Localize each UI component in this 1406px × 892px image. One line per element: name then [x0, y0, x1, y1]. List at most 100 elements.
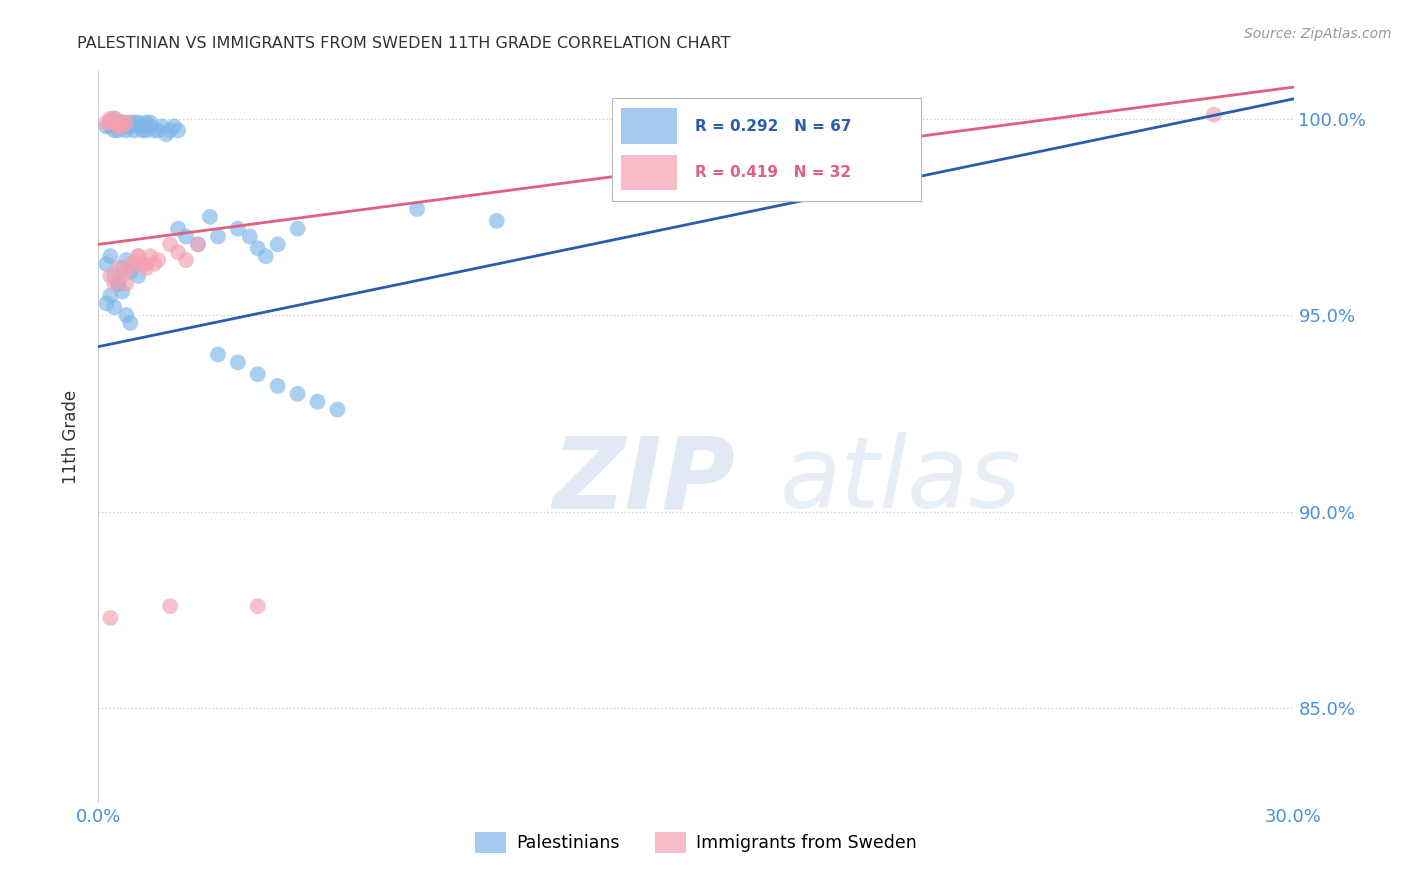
Text: atlas: atlas: [779, 433, 1021, 530]
Point: [124, 115, 146, 129]
Point: [98, 249, 122, 263]
Point: [167, 123, 190, 137]
Point: [148, 123, 170, 137]
Point: [131, 257, 153, 271]
Text: R = 0.419   N = 32: R = 0.419 N = 32: [695, 165, 851, 180]
Point: [124, 123, 146, 137]
Point: [1202, 107, 1225, 121]
Point: [107, 115, 129, 129]
Point: [124, 257, 146, 271]
Point: [307, 394, 329, 409]
Point: [135, 123, 157, 137]
Point: [287, 387, 309, 401]
Point: [96, 296, 118, 310]
Point: [103, 112, 125, 126]
Point: [207, 347, 229, 361]
Point: [159, 123, 181, 137]
Point: [107, 277, 129, 291]
Y-axis label: 11th Grade: 11th Grade: [62, 390, 80, 484]
Point: [131, 120, 153, 134]
Point: [150, 120, 173, 134]
Point: [267, 379, 290, 393]
Point: [139, 120, 162, 134]
Point: [111, 285, 134, 299]
Point: [287, 221, 309, 235]
Point: [120, 265, 142, 279]
Point: [98, 268, 122, 283]
Point: [239, 229, 262, 244]
Point: [246, 367, 269, 381]
Point: [127, 115, 149, 129]
Point: [111, 115, 134, 129]
Point: [198, 210, 221, 224]
Point: [107, 277, 129, 291]
Point: [254, 249, 277, 263]
Point: [187, 237, 209, 252]
Point: [115, 277, 138, 291]
Point: [246, 599, 269, 614]
Point: [127, 249, 149, 263]
Text: ZIP: ZIP: [553, 433, 735, 530]
Point: [139, 115, 162, 129]
Point: [98, 611, 122, 625]
Point: [111, 260, 134, 275]
Point: [267, 237, 290, 252]
Point: [115, 120, 138, 134]
Point: [98, 288, 122, 302]
Point: [246, 241, 269, 255]
Point: [103, 123, 125, 137]
Point: [326, 402, 349, 417]
Bar: [621, 154, 676, 190]
Point: [143, 257, 166, 271]
Point: [135, 260, 157, 275]
Point: [103, 115, 125, 129]
Point: [120, 260, 142, 275]
Point: [159, 599, 181, 614]
Point: [135, 257, 157, 271]
Text: Source: ZipAtlas.com: Source: ZipAtlas.com: [1244, 27, 1392, 41]
Point: [148, 253, 170, 268]
Point: [207, 229, 229, 244]
Point: [155, 128, 177, 142]
Point: [159, 237, 181, 252]
Point: [103, 268, 125, 283]
Point: [98, 115, 122, 129]
Point: [103, 112, 125, 126]
Text: PALESTINIAN VS IMMIGRANTS FROM SWEDEN 11TH GRADE CORRELATION CHART: PALESTINIAN VS IMMIGRANTS FROM SWEDEN 11…: [77, 36, 731, 51]
Point: [174, 229, 197, 244]
Point: [120, 257, 142, 271]
Point: [120, 316, 142, 330]
Point: [127, 268, 149, 283]
Point: [187, 237, 209, 252]
Point: [111, 120, 134, 134]
Point: [115, 123, 138, 137]
Point: [226, 221, 249, 235]
Point: [115, 115, 138, 129]
Point: [485, 214, 508, 228]
Point: [98, 120, 122, 134]
Point: [111, 268, 134, 283]
Point: [120, 115, 142, 129]
Point: [131, 123, 153, 137]
Point: [96, 257, 118, 271]
Point: [98, 115, 122, 129]
Point: [406, 202, 429, 216]
Point: [167, 245, 190, 260]
Point: [167, 221, 190, 235]
Point: [107, 120, 129, 134]
Point: [103, 277, 125, 291]
Point: [135, 115, 157, 129]
Point: [127, 249, 149, 263]
Point: [139, 249, 162, 263]
Point: [107, 260, 129, 275]
Legend: Palestinians, Immigrants from Sweden: Palestinians, Immigrants from Sweden: [468, 825, 924, 860]
Point: [127, 120, 149, 134]
Point: [98, 112, 122, 126]
Point: [115, 253, 138, 268]
Point: [143, 123, 166, 137]
Point: [96, 120, 118, 134]
Point: [120, 120, 142, 134]
Text: R = 0.292   N = 67: R = 0.292 N = 67: [695, 119, 852, 134]
Bar: [621, 108, 676, 145]
Point: [163, 120, 186, 134]
